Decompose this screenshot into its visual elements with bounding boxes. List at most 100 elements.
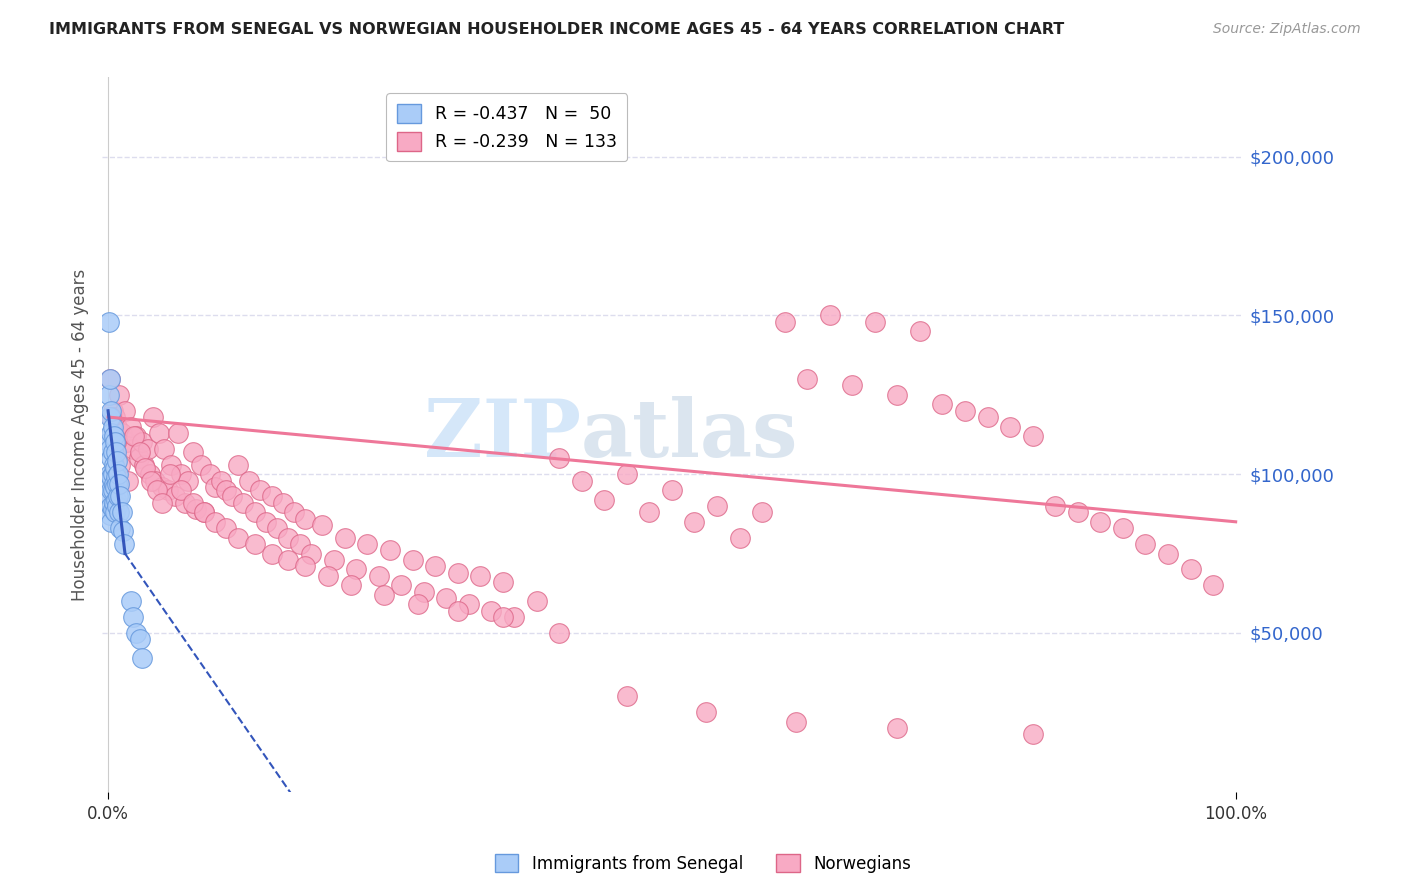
Point [104,492,127,507]
Point [294,559,316,574]
Point [122,442,145,456]
Point [142,410,165,425]
Point [110,521,132,535]
Point [115,435,138,450]
Point [139,474,162,488]
Point [117,474,139,488]
Point [378,543,401,558]
Point [134,458,156,472]
Point [128,445,150,459]
Point [226,458,249,472]
Point [163,490,186,504]
Point [367,568,389,582]
Point [131,435,153,450]
Point [260,490,283,504]
Point [695,705,717,719]
Point [134,460,156,475]
Point [198,467,221,482]
Point [110,458,132,472]
Point [104,505,127,519]
Point [311,518,333,533]
Point [101,445,124,459]
Point [108,388,131,402]
Point [98,480,121,494]
Point [344,562,367,576]
Point [110,425,132,440]
Point [107,467,129,482]
Point [751,505,773,519]
Point [238,474,260,488]
Point [616,467,638,482]
Point [150,480,173,494]
Point [145,483,167,497]
Point [190,458,212,472]
Point [492,610,515,624]
Point [98,315,121,329]
Point [128,632,150,647]
Point [150,496,173,510]
Point [243,505,266,519]
Point [101,403,124,417]
Point [406,597,429,611]
Point [104,480,127,494]
Point [1045,499,1067,513]
Point [122,429,145,443]
Text: ZIP: ZIP [423,395,581,474]
Point [356,537,378,551]
Point [105,476,128,491]
Point [785,714,807,729]
Point [100,483,122,497]
Point [373,588,395,602]
Point [446,566,468,580]
Point [101,467,124,482]
Point [638,505,661,519]
Point [204,480,226,494]
Point [226,531,249,545]
Point [125,429,148,443]
Point [98,388,121,402]
Point [100,425,122,440]
Point [98,372,121,386]
Point [98,467,121,482]
Point [103,429,125,443]
Point [1157,547,1180,561]
Point [153,442,176,456]
Point [277,531,299,545]
Point [98,508,121,523]
Point [170,483,193,497]
Point [103,496,125,510]
Point [908,324,931,338]
Point [706,499,728,513]
Point [492,575,515,590]
Point [773,315,796,329]
Point [288,537,311,551]
Point [101,502,124,516]
Point [503,610,526,624]
Point [100,403,122,417]
Point [271,496,294,510]
Point [105,499,128,513]
Point [254,515,277,529]
Point [170,467,193,482]
Point [184,502,207,516]
Point [1021,727,1043,741]
Point [232,496,254,510]
Point [434,591,457,605]
Point [1090,515,1112,529]
Point [243,537,266,551]
Point [1021,429,1043,443]
Point [796,372,818,386]
Point [299,547,322,561]
Point [249,483,271,497]
Point [571,474,593,488]
Point [953,403,976,417]
Point [105,419,128,434]
Point [841,378,863,392]
Point [103,476,125,491]
Point [98,435,121,450]
Point [458,597,481,611]
Point [322,553,344,567]
Point [98,372,121,386]
Point [481,604,503,618]
Point [401,553,423,567]
